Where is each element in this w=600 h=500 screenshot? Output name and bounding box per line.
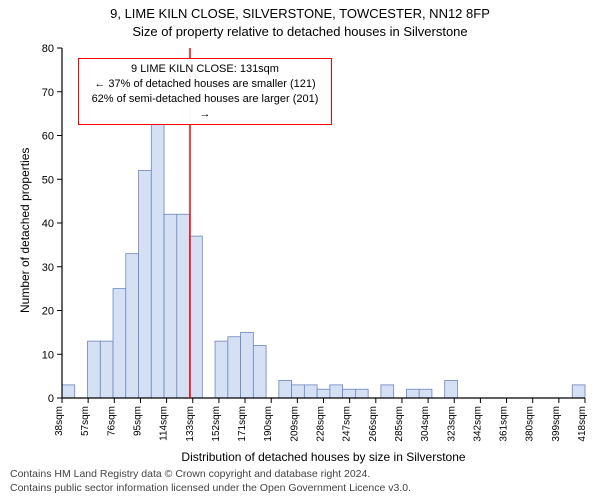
svg-text:10: 10 bbox=[42, 349, 54, 361]
histogram-bar bbox=[572, 385, 585, 398]
histogram-bar bbox=[215, 341, 228, 398]
histogram-bar bbox=[304, 385, 317, 398]
x-tick-label: 247sqm bbox=[342, 406, 353, 442]
histogram-bar bbox=[88, 341, 101, 398]
histogram-bar bbox=[253, 346, 266, 399]
svg-text:30: 30 bbox=[42, 262, 54, 274]
x-tick-label: 228sqm bbox=[316, 406, 327, 442]
footer-line2: Contains public sector information licen… bbox=[10, 482, 411, 496]
x-tick-label: 38sqm bbox=[54, 406, 65, 436]
x-tick-label: 323sqm bbox=[446, 406, 457, 442]
histogram-bar bbox=[381, 385, 394, 398]
x-tick-label: 418sqm bbox=[577, 406, 588, 442]
annotation-line3: 62% of semi-detached houses are larger (… bbox=[85, 92, 325, 122]
svg-text:60: 60 bbox=[42, 131, 54, 143]
svg-text:80: 80 bbox=[42, 43, 54, 55]
x-tick-label: 380sqm bbox=[525, 406, 536, 442]
x-tick-label: 266sqm bbox=[368, 406, 379, 442]
histogram-bar bbox=[177, 214, 190, 398]
histogram-bar bbox=[139, 171, 152, 399]
x-tick-label: 285sqm bbox=[394, 406, 405, 442]
x-tick-label: 76sqm bbox=[106, 406, 117, 436]
histogram-bar bbox=[343, 389, 356, 398]
histogram-bar bbox=[164, 214, 177, 398]
svg-text:0: 0 bbox=[48, 393, 54, 405]
x-tick-label: 190sqm bbox=[263, 406, 274, 442]
x-tick-label: 57sqm bbox=[80, 406, 91, 436]
histogram-bar bbox=[355, 389, 368, 398]
annotation-box: 9 LIME KILN CLOSE: 131sqm ← 37% of detac… bbox=[78, 58, 332, 125]
histogram-bar bbox=[292, 385, 305, 398]
histogram-bar bbox=[126, 254, 139, 398]
x-tick-label: 342sqm bbox=[472, 406, 483, 442]
svg-text:20: 20 bbox=[42, 306, 54, 318]
histogram-bar bbox=[317, 389, 330, 398]
x-tick-label: 399sqm bbox=[551, 406, 562, 442]
histogram-bar bbox=[151, 122, 164, 398]
histogram-bar bbox=[190, 236, 203, 398]
x-tick-label: 152sqm bbox=[211, 406, 222, 442]
y-axis-label: Number of detached properties bbox=[18, 148, 32, 313]
footer-line1: Contains HM Land Registry data © Crown c… bbox=[10, 468, 411, 482]
x-tick-label: 304sqm bbox=[420, 406, 431, 442]
x-tick-label: 133sqm bbox=[185, 406, 196, 442]
svg-text:40: 40 bbox=[42, 218, 54, 230]
svg-text:50: 50 bbox=[42, 174, 54, 186]
histogram-bar bbox=[445, 381, 458, 399]
x-tick-label: 361sqm bbox=[499, 406, 510, 442]
histogram-bar bbox=[241, 332, 254, 398]
histogram-bar bbox=[330, 385, 343, 398]
x-tick-label: 209sqm bbox=[289, 406, 300, 442]
histogram-bar bbox=[62, 385, 75, 398]
histogram-bar bbox=[113, 289, 126, 398]
histogram-bar bbox=[279, 381, 292, 399]
x-tick-label: 95sqm bbox=[132, 406, 143, 436]
annotation-line2: ← 37% of detached houses are smaller (12… bbox=[85, 77, 325, 92]
x-tick-label: 171sqm bbox=[237, 406, 248, 442]
footer-credits: Contains HM Land Registry data © Crown c… bbox=[10, 468, 411, 495]
histogram-bar bbox=[228, 337, 241, 398]
histogram-bar bbox=[100, 341, 113, 398]
histogram-bar bbox=[406, 389, 419, 398]
svg-text:70: 70 bbox=[42, 87, 54, 99]
annotation-line1: 9 LIME KILN CLOSE: 131sqm bbox=[85, 62, 325, 77]
x-tick-label: 114sqm bbox=[159, 406, 170, 441]
histogram-bar bbox=[419, 389, 432, 398]
x-axis-label: Distribution of detached houses by size … bbox=[62, 450, 585, 464]
